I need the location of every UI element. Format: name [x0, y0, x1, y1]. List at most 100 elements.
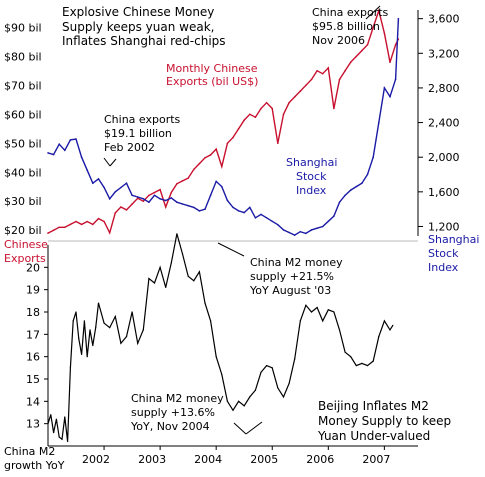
shanghai-series-line — [47, 18, 400, 236]
annotation-exports-2002: China exports $19.1 billion Feb 2002 — [104, 113, 184, 154]
m2-data-point — [61, 438, 63, 440]
m2-data-point — [204, 302, 206, 304]
exports-data-point — [361, 49, 363, 52]
shanghai-data-point — [215, 180, 217, 183]
m2-data-point — [86, 356, 88, 358]
m2-data-point — [109, 327, 111, 329]
m2-data-point — [389, 329, 391, 331]
m2-data-point — [120, 342, 122, 344]
m2-data-point — [47, 423, 49, 425]
m2-data-point — [322, 320, 324, 322]
shanghai-data-point — [316, 227, 318, 229]
m2-data-point — [378, 336, 380, 338]
shanghai-data-point — [305, 232, 307, 235]
m2-data-point — [305, 304, 307, 306]
shanghai-data-point — [103, 186, 105, 189]
exports-data-point — [125, 209, 128, 211]
m2-data-point — [350, 356, 352, 358]
exports-data-point — [52, 229, 55, 231]
exports-data-point — [193, 168, 195, 171]
m2-data-point — [249, 396, 251, 398]
exports-data-point — [103, 220, 105, 223]
right-axis-label: Shanghai Stock Index — [428, 233, 483, 274]
exports-data-point — [378, 9, 380, 12]
shanghai-data-point — [394, 78, 397, 81]
shanghai-data-point — [271, 220, 274, 223]
annotation-exports-2006: China exports $95.8 billion Nov 2006 — [312, 6, 392, 47]
exports-data-point — [187, 177, 189, 179]
m2-data-point — [198, 271, 200, 273]
m2-data-point — [55, 418, 58, 420]
m2-data-point — [316, 306, 318, 309]
m2-data-point — [142, 329, 144, 331]
exports-data-point — [277, 142, 279, 145]
m2-data-point — [125, 336, 128, 338]
exports-data-point — [282, 113, 285, 116]
m2-data-point — [89, 329, 91, 331]
shanghai-data-point — [86, 169, 88, 171]
shanghai-data-point — [226, 199, 229, 202]
shanghai-data-point — [254, 217, 257, 219]
exports-data-point — [299, 90, 302, 92]
bottom-x-tick-label: 2004 — [194, 453, 222, 466]
shanghai-data-point — [181, 203, 184, 205]
annotation-m2-nov-04: China M2 money supply +13.6% YoY, Nov 20… — [130, 392, 227, 433]
m2-data-point — [92, 344, 94, 347]
m2-data-point — [69, 367, 71, 369]
exports-data-point — [316, 70, 318, 72]
shanghai-data-point — [221, 185, 223, 188]
left-tick-label: $90 bil — [4, 21, 42, 34]
m2-data-point — [260, 371, 262, 373]
exports-data-point — [293, 96, 296, 98]
m2-data-point — [232, 409, 234, 411]
shanghai-series-label: Shanghai Stock Index — [286, 156, 341, 197]
m2-growth-line — [47, 233, 394, 442]
left-tick-label: $50 bil — [4, 137, 42, 150]
shanghai-data-point — [277, 223, 279, 226]
shanghai-data-point — [299, 230, 302, 233]
exports-data-point — [131, 203, 133, 205]
annotation-beijing: Beijing Inflates M2 Money Supply to keep… — [317, 399, 455, 443]
shanghai-data-point — [366, 173, 369, 176]
shanghai-data-point — [193, 206, 195, 209]
shanghai-data-point — [355, 185, 358, 188]
exports-data-point — [69, 223, 72, 226]
m2-data-point — [338, 329, 341, 331]
m2-data-point — [50, 414, 52, 416]
shanghai-data-point — [344, 194, 346, 197]
m2-data-point — [181, 253, 184, 255]
exports-data-point — [333, 107, 335, 110]
top-chart-axes: $20 bil $30 bil $40 bil $50 bil $60 bil $70 b… — [4, 10, 460, 242]
shanghai-data-point — [349, 189, 352, 191]
shanghai-data-point — [92, 182, 94, 184]
exports-data-point — [383, 32, 386, 34]
right-tick-label: 1,200 — [428, 220, 460, 233]
exports-data-point — [232, 136, 234, 139]
shanghai-data-point — [333, 215, 335, 217]
exports-data-point — [209, 154, 212, 156]
m2-data-point — [72, 320, 74, 322]
m2-data-point — [372, 360, 374, 362]
exports-data-point — [204, 157, 206, 159]
left-tick-label: $60 bil — [4, 108, 42, 121]
shanghai-data-point — [372, 156, 375, 158]
shanghai-data-point — [232, 206, 234, 209]
m2-data-point — [299, 320, 301, 322]
m2-data-point — [221, 373, 223, 376]
annotation-m2-aug-03: China M2 money supply +21.5% YoY August … — [249, 256, 346, 297]
right-tick-label: 1,600 — [428, 186, 460, 199]
annotation-exports-2006-pointer — [365, 5, 381, 20]
shanghai-data-point — [170, 197, 173, 199]
m2-data-point — [226, 400, 228, 402]
m2-data-point — [103, 322, 105, 324]
bottom-x-tick-label: 2003 — [138, 453, 166, 466]
exports-data-point — [265, 101, 268, 104]
exports-data-point — [170, 191, 173, 194]
shanghai-data-point — [52, 153, 55, 156]
annotation-m2-aug-03-pointer — [217, 242, 245, 257]
m2-data-point — [243, 405, 245, 407]
bottom-x-tick-label: 2002 — [82, 453, 110, 466]
exports-data-point — [321, 72, 324, 75]
